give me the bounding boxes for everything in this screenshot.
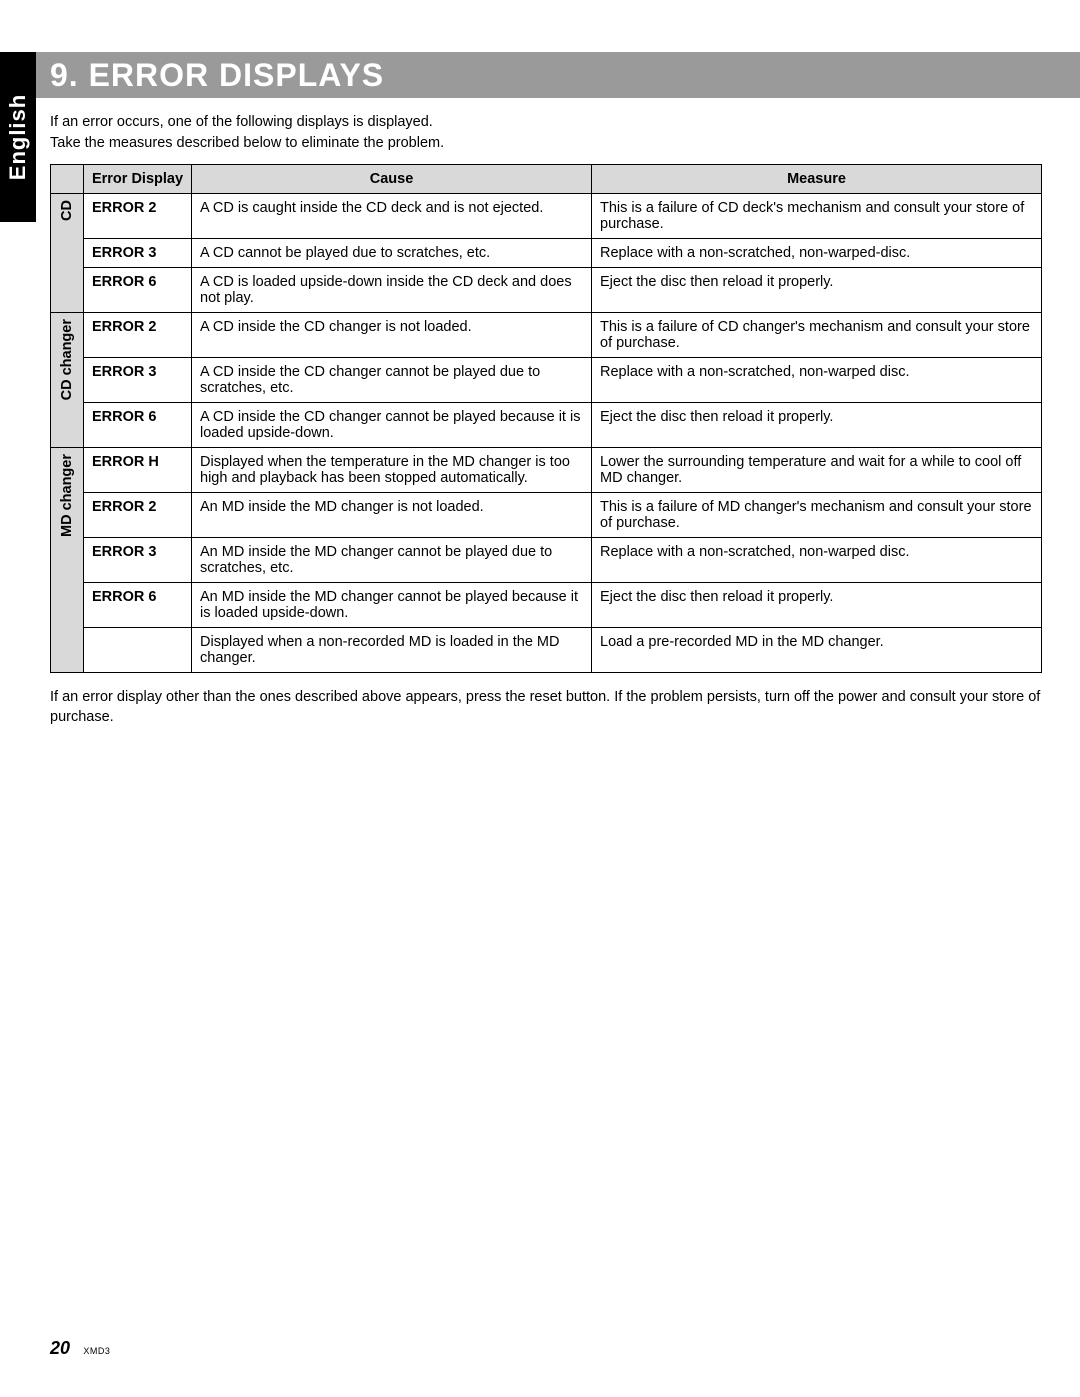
footnote-text: If an error display other than the ones …	[50, 687, 1042, 728]
table-header-row: Error Display Cause Measure	[51, 165, 1042, 194]
table-row: CD ERROR 2A CD is caught inside the CD de…	[51, 194, 1042, 239]
table-body: CDERROR 2A CD is caught inside the CD de…	[51, 194, 1042, 673]
measure-cell: This is a failure of CD deck's mechanism…	[592, 194, 1042, 239]
error-code-cell	[84, 628, 192, 673]
header-error: Error Display	[84, 165, 192, 194]
cause-cell: An MD inside the MD changer cannot be pl…	[192, 583, 592, 628]
cause-cell: Displayed when a non-recorded MD is load…	[192, 628, 592, 673]
page-title: 9. ERROR DISPLAYS	[50, 57, 384, 94]
error-code-cell: ERROR 3	[84, 358, 192, 403]
intro-text: If an error occurs, one of the following…	[50, 112, 1042, 154]
cause-cell: Displayed when the temperature in the MD…	[192, 448, 592, 493]
error-table: Error Display Cause Measure CDERROR 2A C…	[50, 164, 1042, 673]
language-tab: English	[0, 52, 36, 222]
measure-cell: Replace with a non-scratched, non-warped…	[592, 239, 1042, 268]
measure-cell: Eject the disc then reload it properly.	[592, 403, 1042, 448]
table-row: MD changerERROR HDisplayed when the temp…	[51, 448, 1042, 493]
model-code: XMD3	[83, 1346, 110, 1356]
category-cell: CD changer	[51, 313, 84, 448]
cause-cell: A CD is caught inside the CD deck and is…	[192, 194, 592, 239]
measure-cell: Lower the surrounding temperature and wa…	[592, 448, 1042, 493]
measure-cell: Eject the disc then reload it properly.	[592, 268, 1042, 313]
category-label: CD changer	[59, 319, 75, 400]
category-label: CD	[59, 200, 75, 221]
table-row: ERROR 2An MD inside the MD changer is no…	[51, 493, 1042, 538]
cause-cell: A CD inside the CD changer cannot be pla…	[192, 358, 592, 403]
measure-cell: Eject the disc then reload it properly.	[592, 583, 1042, 628]
error-code-cell: ERROR 2	[84, 194, 192, 239]
page-number: 20	[50, 1338, 70, 1358]
table-row: CD changerERROR 2A CD inside the CD chan…	[51, 313, 1042, 358]
cause-cell: A CD inside the CD changer cannot be pla…	[192, 403, 592, 448]
cause-cell: An MD inside the MD changer cannot be pl…	[192, 538, 592, 583]
error-code-cell: ERROR 3	[84, 239, 192, 268]
error-code-cell: ERROR 6	[84, 583, 192, 628]
measure-cell: This is a failure of CD changer's mechan…	[592, 313, 1042, 358]
measure-cell: Replace with a non-scratched, non-warped…	[592, 538, 1042, 583]
table-row: ERROR 3An MD inside the MD changer canno…	[51, 538, 1042, 583]
language-label: English	[5, 94, 31, 180]
category-cell: MD changer	[51, 448, 84, 673]
page-footer: 20 XMD3	[50, 1338, 110, 1359]
error-code-cell: ERROR 6	[84, 403, 192, 448]
error-code-cell: ERROR 3	[84, 538, 192, 583]
error-code-cell: ERROR 2	[84, 493, 192, 538]
cause-cell: A CD is loaded upside-down inside the CD…	[192, 268, 592, 313]
category-cell: CD	[51, 194, 84, 313]
error-code-cell: ERROR 6	[84, 268, 192, 313]
intro-line-2: Take the measures described below to eli…	[50, 133, 1042, 154]
intro-line-1: If an error occurs, one of the following…	[50, 112, 1042, 133]
header-cause: Cause	[192, 165, 592, 194]
content-area: If an error occurs, one of the following…	[50, 112, 1042, 728]
error-code-cell: ERROR H	[84, 448, 192, 493]
table-row: ERROR 6A CD is loaded upside-down inside…	[51, 268, 1042, 313]
error-code-cell: ERROR 2	[84, 313, 192, 358]
cause-cell: A CD inside the CD changer is not loaded…	[192, 313, 592, 358]
title-band: 9. ERROR DISPLAYS	[36, 52, 1080, 98]
table-row: ERROR 6A CD inside the CD changer cannot…	[51, 403, 1042, 448]
table-row: ERROR 6An MD inside the MD changer canno…	[51, 583, 1042, 628]
cause-cell: An MD inside the MD changer is not loade…	[192, 493, 592, 538]
table-row: ERROR 3A CD cannot be played due to scra…	[51, 239, 1042, 268]
category-label: MD changer	[59, 454, 75, 537]
measure-cell: This is a failure of MD changer's mechan…	[592, 493, 1042, 538]
measure-cell: Replace with a non-scratched, non-warped…	[592, 358, 1042, 403]
measure-cell: Load a pre-recorded MD in the MD changer…	[592, 628, 1042, 673]
header-measure: Measure	[592, 165, 1042, 194]
table-row: ERROR 3A CD inside the CD changer cannot…	[51, 358, 1042, 403]
table-row: Displayed when a non-recorded MD is load…	[51, 628, 1042, 673]
header-category-blank	[51, 165, 84, 194]
cause-cell: A CD cannot be played due to scratches, …	[192, 239, 592, 268]
